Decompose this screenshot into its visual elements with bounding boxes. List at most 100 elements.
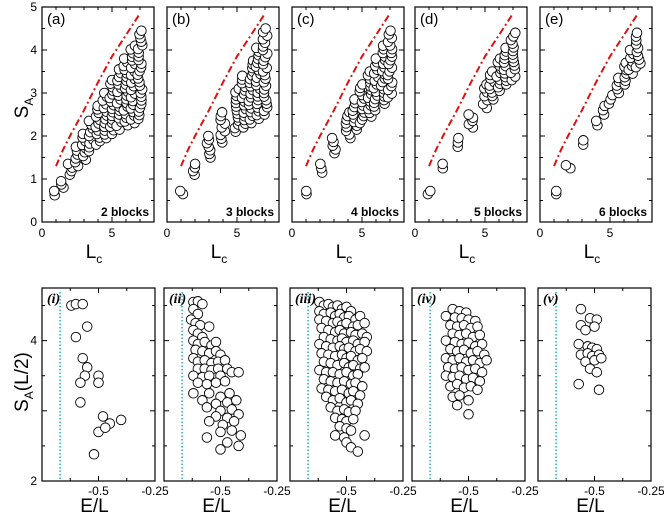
plot-frame — [289, 287, 404, 482]
panel-label: (v) — [543, 292, 559, 307]
data-point — [476, 366, 488, 378]
x-tick-label: 0 — [39, 226, 46, 240]
panel-label: (a) — [47, 11, 65, 28]
data-point — [352, 446, 364, 457]
data-point — [189, 158, 201, 170]
data-point — [174, 185, 186, 197]
y-tick-label: 4 — [30, 334, 37, 348]
data-point — [210, 336, 222, 348]
plot-frame — [539, 6, 653, 223]
top-panel-3: 0 5 Lc (c) 4 blocks — [289, 6, 405, 266]
x-tick-label: 0 — [164, 226, 171, 240]
data-point — [188, 388, 199, 399]
x-tick-label: -0.5 — [210, 484, 231, 498]
data-point — [345, 425, 357, 436]
envelope-line — [553, 12, 639, 167]
data-point — [591, 366, 603, 378]
data-point — [385, 25, 396, 36]
x-tick-label: -0.25 — [511, 484, 539, 498]
panel-label: (iv) — [417, 292, 436, 307]
data-point — [474, 329, 486, 341]
plot-frame — [41, 287, 156, 482]
data-point — [359, 317, 370, 329]
panel-annotation: 4 blocks — [351, 205, 399, 219]
data-point — [260, 23, 271, 34]
data-point — [216, 107, 228, 118]
data-point — [201, 402, 213, 413]
data-point — [97, 411, 109, 422]
y-tick-label: 0 — [30, 215, 37, 229]
x-axis-label: Lc — [86, 242, 103, 266]
data-point — [77, 298, 88, 310]
data-point — [70, 331, 82, 343]
x-axis-label: Lc — [459, 242, 476, 266]
bottom-panel-1: 2 4 -0.5 -0.25 E/L (i) — [30, 287, 169, 517]
top-panel-5: 0 5 Lc (e) 6 blocks — [537, 6, 653, 266]
data-point — [219, 376, 231, 387]
x-tick-label: -0.25 — [389, 484, 417, 498]
data-point — [357, 352, 368, 364]
data-point — [454, 390, 465, 401]
x-tick-label: -0.5 — [584, 484, 605, 498]
data-point — [215, 426, 226, 438]
bottom-panel-4: -0.5 -0.25 E/L (iv) — [411, 287, 539, 517]
data-point — [203, 388, 215, 399]
data-point — [451, 399, 463, 411]
data-point — [481, 355, 492, 366]
x-axis-label: E/L — [576, 496, 605, 517]
data-point — [48, 185, 60, 197]
plot-frame — [537, 287, 652, 482]
x-tick-label: -0.25 — [141, 484, 169, 498]
y-tick-label: 5 — [30, 0, 37, 14]
data-point — [453, 132, 464, 144]
data-point — [233, 366, 244, 378]
data-point — [192, 377, 204, 388]
x-tick-label: 5 — [234, 226, 241, 240]
data-point — [593, 384, 605, 396]
data-point — [590, 115, 602, 127]
plot-frame — [41, 6, 155, 223]
x-axis-label: E/L — [80, 496, 109, 517]
y-tick-label: 2 — [30, 129, 37, 143]
svg-text:SA(L/2): SA(L/2) — [12, 352, 36, 412]
x-axis-label: Lc — [336, 242, 353, 266]
plot-frame — [411, 287, 526, 482]
top-row: 0 1 2 3 4 5 0 5 Lc (a) 2 blocks 0 5 Lc (b) 3 blocks 0 5 Lc… — [30, 0, 653, 266]
bottom-panel-2: -0.5 -0.25 E/L (ii) — [163, 287, 291, 517]
data-point — [596, 352, 607, 364]
data-point — [440, 335, 452, 346]
panel-label: (i) — [47, 292, 60, 307]
x-axis-label: E/L — [202, 496, 231, 517]
x-tick-label: 5 — [482, 226, 489, 240]
x-tick-label: -0.5 — [458, 484, 479, 498]
data-point — [329, 430, 341, 441]
data-point — [93, 377, 104, 388]
top-y-axis-label: SA — [12, 98, 36, 119]
data-point — [326, 132, 338, 144]
envelope-line — [55, 12, 141, 167]
bottom-y-axis-label: SA(L/2) — [12, 352, 36, 412]
data-point — [231, 395, 242, 406]
top-panel-2: 0 5 Lc (b) 3 blocks — [164, 6, 280, 266]
envelope-line — [180, 12, 266, 167]
data-point — [226, 425, 238, 436]
data-point — [301, 185, 312, 197]
data-point — [573, 378, 584, 390]
svg-text:SA: SA — [12, 98, 36, 119]
top-panel-4: 0 5 Lc (d) 5 blocks — [412, 6, 528, 266]
panel-annotation: 3 blocks — [226, 205, 274, 219]
data-point — [560, 159, 572, 171]
panel-label: (c) — [297, 11, 315, 28]
data-point — [197, 298, 208, 310]
data-point — [88, 449, 100, 460]
data-point — [357, 381, 368, 392]
envelope-line — [428, 12, 514, 167]
data-point — [203, 416, 215, 427]
x-tick-label: 5 — [109, 226, 116, 240]
data-point — [463, 409, 474, 420]
data-point — [359, 430, 370, 441]
data-point — [233, 440, 244, 452]
data-point — [573, 338, 584, 350]
data-point — [425, 185, 436, 197]
